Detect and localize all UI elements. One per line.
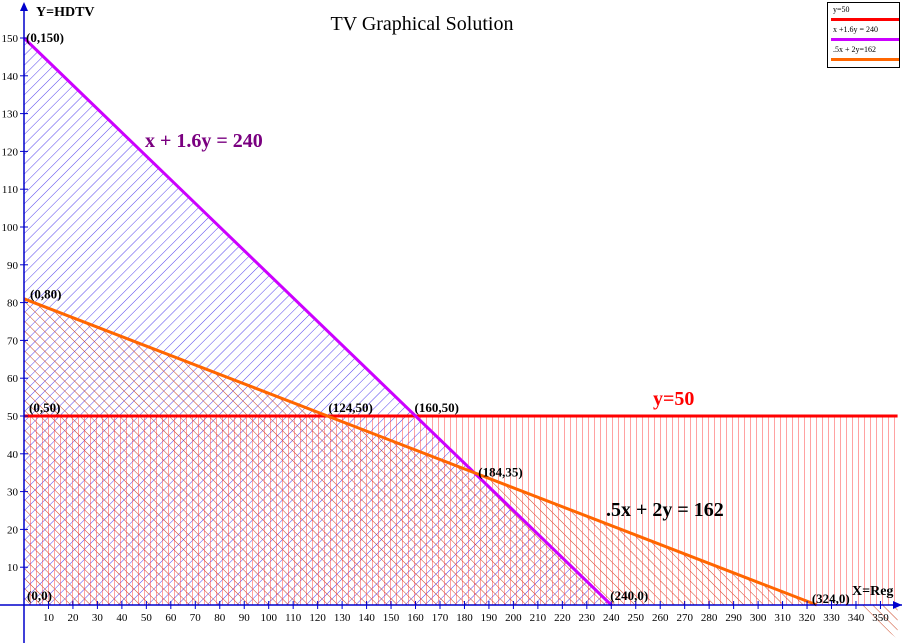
equation-label-orange: .5x + 2y = 162: [606, 499, 724, 521]
y-tick-label: 120: [2, 146, 19, 158]
x-tick-label: 60: [165, 612, 177, 624]
x-tick-label: 190: [481, 612, 498, 624]
x-tick-label: 140: [358, 612, 375, 624]
y-axis-label: Y=HDTV: [36, 5, 95, 20]
x-tick-label: 100: [260, 612, 277, 624]
x-tick-label: 270: [676, 612, 693, 624]
x-tick-label: 150: [383, 612, 400, 624]
series-line-1: [22, 36, 613, 607]
y-tick-label: 60: [7, 373, 19, 385]
y-tick-label: 70: [7, 335, 19, 347]
y-tick-label: 80: [7, 298, 19, 310]
legend-swatch: [831, 38, 899, 41]
x-tick-label: 210: [530, 612, 547, 624]
y-tick-label: 150: [2, 33, 19, 45]
legend-item-purple: x +1.6y = 240: [831, 25, 899, 45]
y-axis-arrow: [20, 2, 28, 11]
x-tick-label: 240: [603, 612, 620, 624]
x-tick-label: 330: [823, 612, 840, 624]
y-tick-label: 110: [2, 184, 19, 196]
y-tick-label: 130: [2, 109, 19, 121]
chart-title: TV Graphical Solution: [331, 13, 514, 35]
x-tick-label: 90: [239, 612, 251, 624]
legend-label: .5x + 2y=162: [833, 45, 877, 54]
point-label: (160,50): [415, 400, 459, 415]
point-labels: (0,150) (0,80) (0,50) (124,50) (160,50) (184,…: [26, 30, 850, 606]
x-tick-label: 310: [774, 612, 791, 624]
x-tick-label: 250: [628, 612, 645, 624]
y-tick-label: 90: [7, 260, 19, 272]
point-label: (184,35): [478, 465, 522, 480]
x-tick-label: 130: [334, 612, 351, 624]
x-tick-label: 300: [750, 612, 767, 624]
point-label: (124,50): [328, 400, 372, 415]
x-tick-label: 180: [456, 612, 473, 624]
legend-item-y50: y=50: [831, 5, 899, 25]
x-tick-label: 320: [799, 612, 816, 624]
x-tick-label: 290: [725, 612, 742, 624]
legend-swatch: [831, 58, 899, 61]
y-tick-label: 40: [7, 449, 19, 461]
feasible-hatching: [24, 38, 898, 639]
x-tick-label: 280: [701, 612, 718, 624]
y-tick-label: 50: [7, 411, 19, 423]
region-y50-constraint: [24, 416, 898, 605]
equation-label-purple: x + 1.6y = 240: [145, 130, 263, 152]
constraint-lines: [22, 36, 898, 607]
equation-label-red: y=50: [653, 388, 694, 410]
x-tick-label: 230: [579, 612, 596, 624]
y-tick-label: 20: [7, 524, 19, 536]
x-tick-label: 20: [67, 612, 79, 624]
x-tick-label: 220: [554, 612, 571, 624]
region-overflow-hatch: [856, 605, 898, 639]
x-tick-label: 50: [141, 612, 153, 624]
legend: y=50 x +1.6y = 240 .5x + 2y=162: [827, 2, 900, 68]
x-tick-label: 260: [652, 612, 669, 624]
y-tick-label: 140: [2, 71, 19, 83]
y-tick-label: 100: [2, 222, 19, 234]
x-tick-label: 30: [92, 612, 104, 624]
point-label: (0,0): [27, 588, 52, 603]
point-label: (0,150): [26, 30, 64, 45]
x-axis-arrow: [893, 601, 902, 609]
point-label: (240,0): [610, 588, 648, 603]
point-label: (0,80): [30, 287, 61, 302]
legend-label: y=50: [833, 5, 850, 14]
y-tick-label: 10: [7, 562, 19, 574]
x-tick-label: 110: [285, 612, 302, 624]
x-tick-label: 10: [43, 612, 55, 624]
x-tick-label: 200: [505, 612, 522, 624]
x-tick-label: 350: [872, 612, 889, 624]
legend-item-orange: .5x + 2y=162: [831, 45, 899, 65]
x-tick-label: 160: [407, 612, 424, 624]
y-tick-label: 30: [7, 487, 19, 499]
x-axis-label: X=Reg: [852, 584, 893, 599]
x-tick-label: 170: [432, 612, 449, 624]
point-label: (324,0): [812, 591, 850, 606]
tick-marks: 10 20 30 40 50 60 70 80 90 100 110 120 130 140 150 160 1…: [2, 33, 890, 624]
x-tick-label: 120: [309, 612, 326, 624]
x-tick-label: 40: [116, 612, 128, 624]
series-line-2: [23, 297, 818, 607]
x-tick-label: 340: [848, 612, 865, 624]
legend-label: x +1.6y = 240: [833, 25, 879, 34]
point-label: (0,50): [29, 400, 60, 415]
legend-swatch: [831, 18, 899, 21]
x-tick-label: 80: [214, 612, 226, 624]
x-tick-label: 70: [190, 612, 202, 624]
